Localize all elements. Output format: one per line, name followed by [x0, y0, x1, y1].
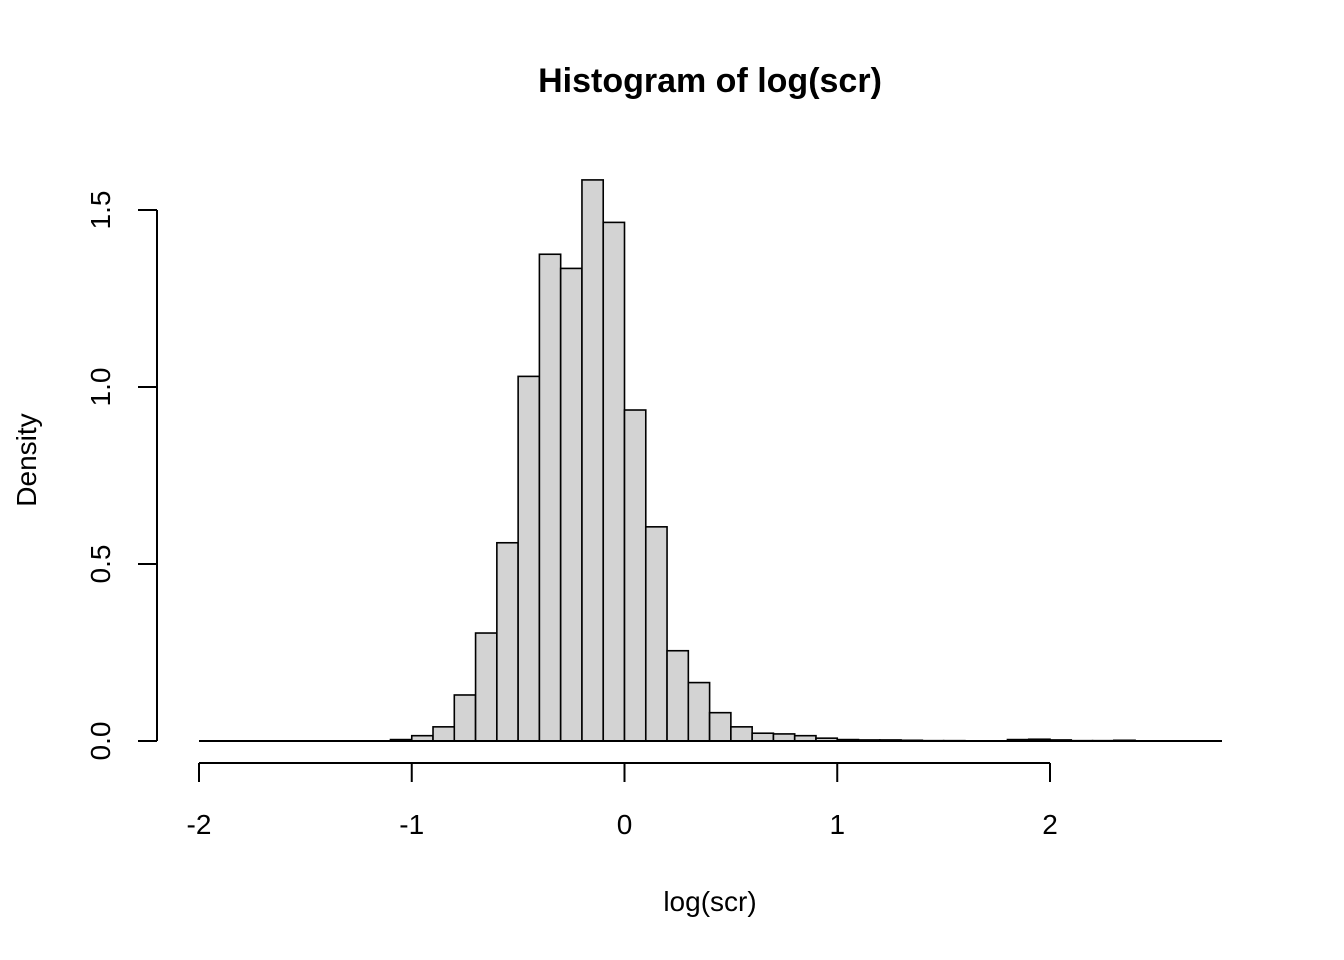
histogram-bar [730, 726, 753, 742]
y-tick-label: 1.5 [85, 191, 116, 230]
y-tick-label: 1.0 [85, 368, 116, 407]
x-axis: -2 -1 0 1 2 [187, 762, 1058, 840]
histogram-bar [687, 681, 711, 742]
histogram-bar [708, 711, 732, 742]
histogram-bar [581, 179, 605, 742]
histogram-bar [666, 649, 690, 742]
histogram-bar [474, 632, 498, 742]
histogram-bar [517, 375, 541, 742]
histogram-bar [772, 733, 796, 742]
histogram-bars [389, 179, 1136, 742]
histogram-bar [623, 409, 647, 742]
histogram-bar [559, 267, 583, 742]
histogram-bar [602, 221, 626, 742]
x-tick-label: -2 [187, 809, 212, 840]
y-tick-label: 0.0 [85, 722, 116, 761]
x-tick-label: 1 [829, 809, 845, 840]
y-axis: 0.0 0.5 1.0 1.5 [85, 191, 158, 761]
chart-title: Histogram of log(scr) [538, 62, 882, 100]
histogram-bar [453, 694, 477, 742]
y-tick-label: 0.5 [85, 545, 116, 584]
x-tick-label: -1 [399, 809, 424, 840]
histogram-bar [538, 253, 562, 742]
histogram-bar [496, 541, 519, 742]
histogram-bar [751, 732, 775, 742]
x-tick-label: 0 [617, 809, 633, 840]
x-axis-label: log(scr) [663, 886, 756, 917]
histogram-bar [432, 726, 456, 742]
x-tick-label: 2 [1042, 809, 1058, 840]
y-axis-label: Density [11, 413, 42, 506]
histogram-bar [644, 526, 668, 742]
